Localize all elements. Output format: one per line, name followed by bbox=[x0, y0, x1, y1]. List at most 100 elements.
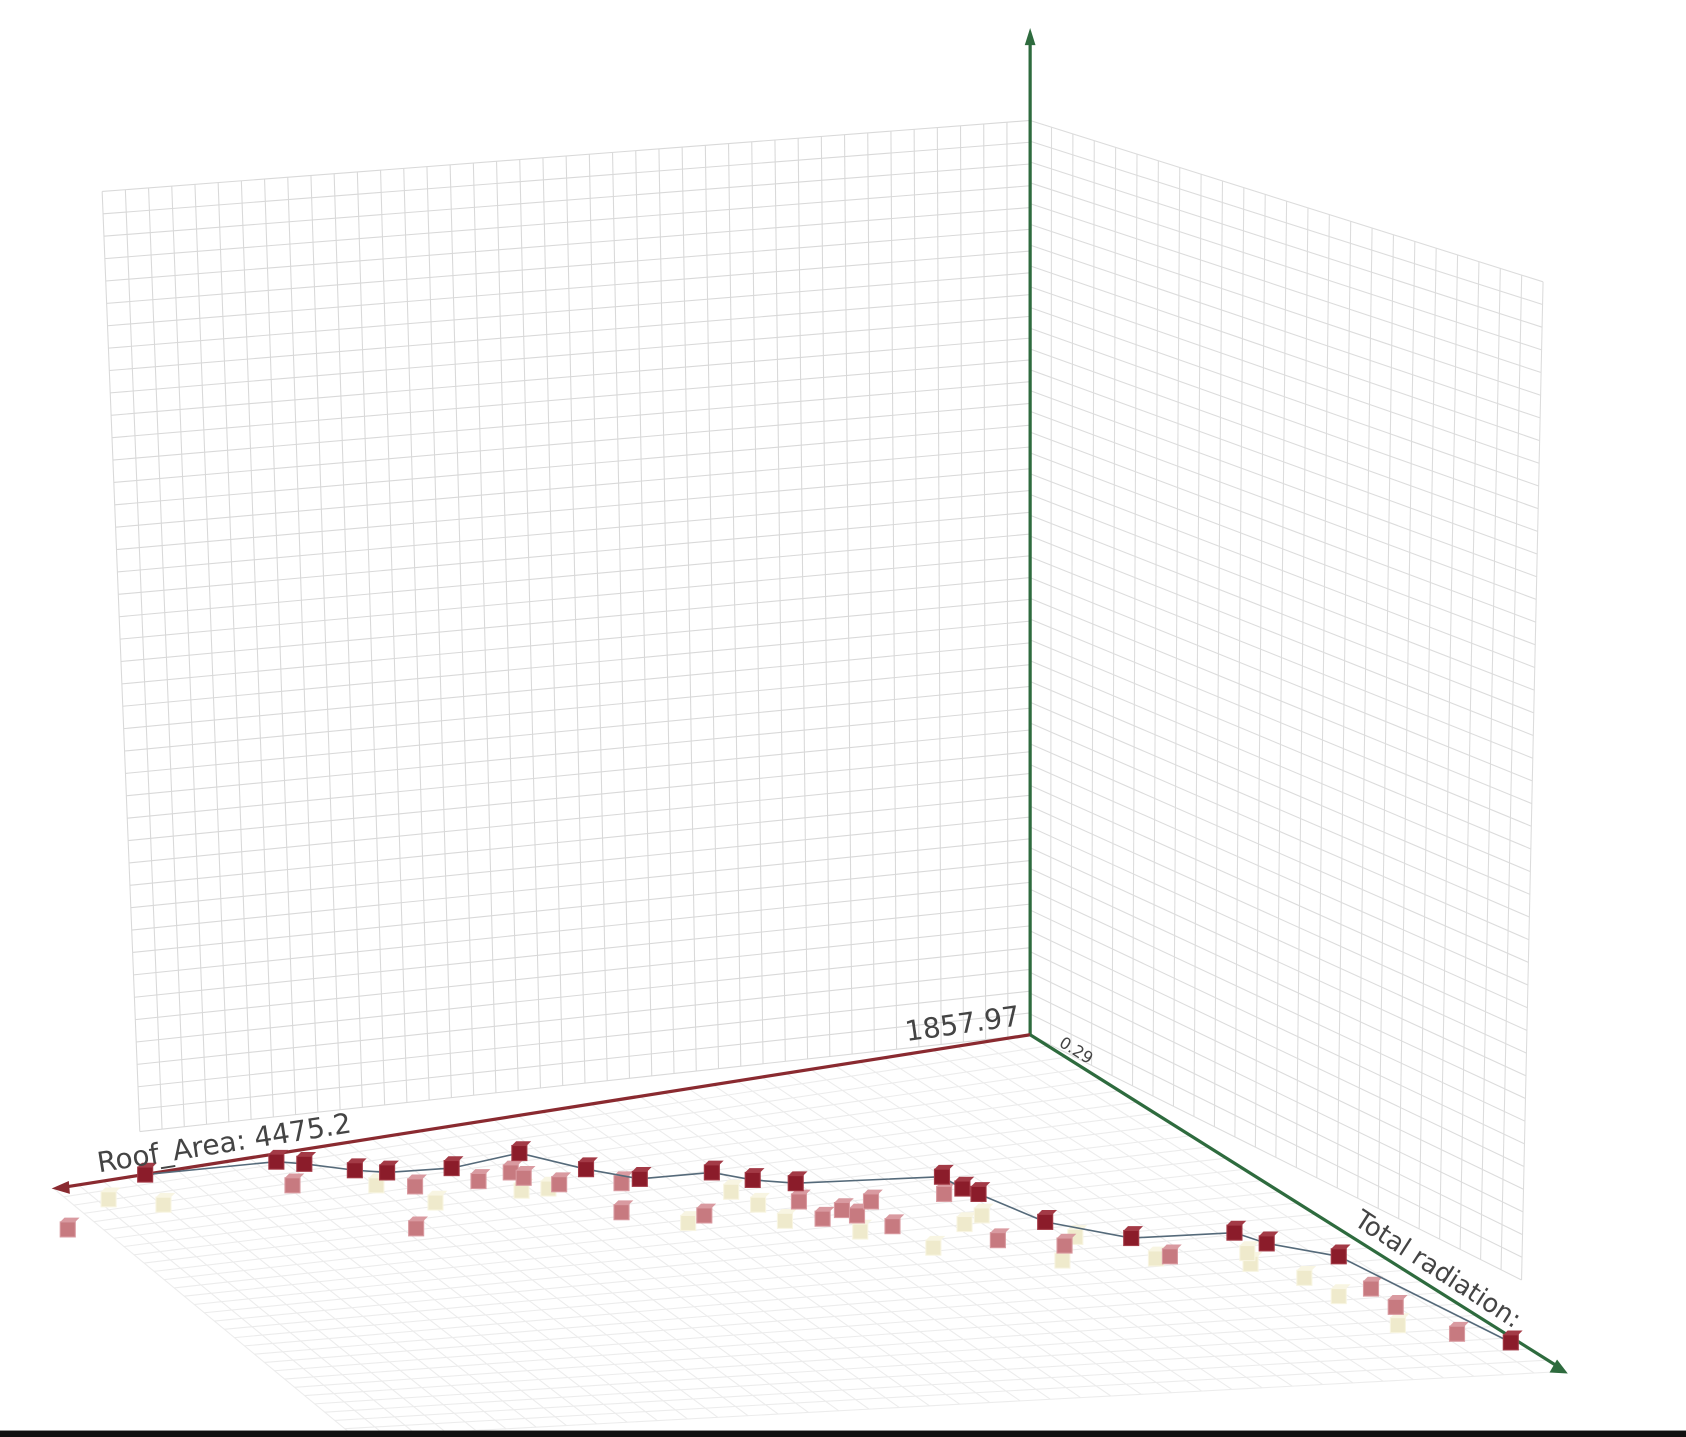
cube-mid bbox=[503, 1160, 523, 1165]
cube-mid bbox=[1388, 1295, 1408, 1300]
side-wall-grid bbox=[1029, 410, 1537, 600]
cube-mid bbox=[696, 1207, 713, 1224]
cube-mid bbox=[989, 1232, 1006, 1249]
floor-grid bbox=[224, 1224, 1334, 1330]
cube-dark bbox=[1259, 1231, 1279, 1236]
cube-light bbox=[925, 1239, 942, 1256]
cube-mid bbox=[1362, 1280, 1380, 1297]
cube-dark bbox=[1037, 1210, 1058, 1215]
back-wall-grid bbox=[128, 772, 1031, 864]
back-wall-grid bbox=[113, 402, 1031, 483]
cube-light bbox=[974, 1203, 994, 1208]
floor-grid bbox=[284, 1292, 1440, 1380]
cube-mid bbox=[1057, 1233, 1077, 1239]
cube-light bbox=[1330, 1288, 1347, 1305]
cube-dark bbox=[296, 1155, 313, 1172]
side-wall-grid bbox=[1029, 971, 1524, 1213]
cube-dark bbox=[1258, 1235, 1275, 1252]
floor-grid bbox=[174, 1168, 1244, 1289]
x-axis-label: Roof_Area: 4475.2 bbox=[95, 1107, 354, 1180]
cube-dark bbox=[704, 1160, 724, 1165]
side-wall-grid bbox=[1029, 369, 1538, 555]
cube-mid bbox=[1449, 1321, 1469, 1327]
cube-mid bbox=[284, 1177, 301, 1194]
grid-walls bbox=[53, 119, 1565, 1437]
side-wall-grid bbox=[1029, 743, 1529, 963]
cube-light bbox=[427, 1190, 448, 1195]
side-wall-grid bbox=[1029, 223, 1541, 396]
side-wall-grid bbox=[1029, 784, 1528, 1009]
back-wall-grid bbox=[103, 141, 1031, 215]
back-wall-grid bbox=[125, 685, 1031, 774]
cube-dark bbox=[347, 1158, 367, 1163]
floor-grid bbox=[324, 1337, 1512, 1413]
cube-light bbox=[925, 1235, 946, 1241]
cube-light bbox=[1389, 1317, 1406, 1334]
back-wall-grid bbox=[117, 489, 1031, 573]
back-wall-grid bbox=[128, 751, 1031, 842]
back-wall-grid bbox=[103, 163, 1031, 237]
back-wall-grid bbox=[134, 903, 1031, 998]
cube-light bbox=[1296, 1269, 1313, 1286]
back-wall-grid bbox=[104, 185, 1031, 260]
cube-dark bbox=[296, 1151, 317, 1157]
floor-grid bbox=[264, 1269, 1405, 1363]
cube-light bbox=[777, 1208, 797, 1214]
floor-grid bbox=[304, 1314, 1476, 1397]
cube-mid bbox=[790, 1193, 808, 1210]
back-wall-grid bbox=[109, 294, 1031, 372]
back-wall-grid bbox=[111, 337, 1031, 416]
back-wall-grid bbox=[137, 990, 1031, 1088]
cube-light bbox=[750, 1192, 770, 1198]
cube-mid bbox=[884, 1214, 905, 1219]
back-wall-grid bbox=[131, 838, 1031, 931]
cube-dark bbox=[1123, 1229, 1140, 1247]
side-wall-grid bbox=[1029, 805, 1528, 1031]
floor-grid bbox=[154, 1146, 1209, 1272]
axis-arrow bbox=[1549, 1359, 1568, 1374]
cube-dark bbox=[379, 1160, 399, 1165]
cube-mid bbox=[833, 1201, 851, 1219]
cube-mid bbox=[1056, 1237, 1073, 1254]
cube-mid bbox=[408, 1216, 428, 1221]
floor-grid bbox=[83, 1067, 1084, 1214]
floor-grid bbox=[254, 1258, 1387, 1355]
floor-grid bbox=[294, 1303, 1458, 1388]
floor-grid bbox=[214, 1213, 1316, 1322]
side-wall-grid bbox=[1029, 701, 1530, 918]
side-wall-grid bbox=[1029, 722, 1530, 941]
side-wall-grid bbox=[1029, 618, 1532, 827]
back-wall-grid bbox=[127, 729, 1031, 819]
side-wall-grid bbox=[1029, 431, 1536, 623]
side-wall-grid bbox=[1029, 597, 1533, 805]
cube-dark bbox=[137, 1162, 157, 1168]
cube-mid bbox=[516, 1165, 536, 1171]
side-wall-grid bbox=[1029, 265, 1540, 442]
cube-light bbox=[1147, 1250, 1165, 1267]
cube-light bbox=[723, 1183, 740, 1200]
cube-mid bbox=[815, 1206, 835, 1212]
side-wall-grid bbox=[1029, 203, 1542, 374]
cube-mid bbox=[814, 1210, 831, 1227]
side-wall-grid bbox=[1029, 556, 1533, 759]
cube-dark bbox=[631, 1170, 648, 1187]
cube-mid bbox=[470, 1172, 487, 1190]
back-wall-grid bbox=[114, 424, 1031, 506]
back-wall-grid bbox=[120, 555, 1031, 640]
cube-light bbox=[750, 1196, 767, 1213]
cube-dark bbox=[1226, 1220, 1247, 1226]
cube-dark bbox=[444, 1156, 464, 1161]
back-wall-grid bbox=[120, 577, 1031, 663]
side-wall-grid bbox=[1029, 951, 1524, 1190]
cube-light bbox=[956, 1215, 973, 1233]
back-wall-grid bbox=[130, 816, 1031, 909]
back-wall-grid bbox=[132, 860, 1031, 954]
cube-mid bbox=[863, 1189, 883, 1194]
back-wall-grid bbox=[133, 881, 1031, 976]
x-axis bbox=[62, 1033, 1031, 1190]
cube-dark bbox=[577, 1161, 595, 1178]
cube-dark bbox=[787, 1175, 804, 1192]
cube-mid bbox=[407, 1178, 424, 1195]
cube-dark bbox=[744, 1171, 761, 1189]
